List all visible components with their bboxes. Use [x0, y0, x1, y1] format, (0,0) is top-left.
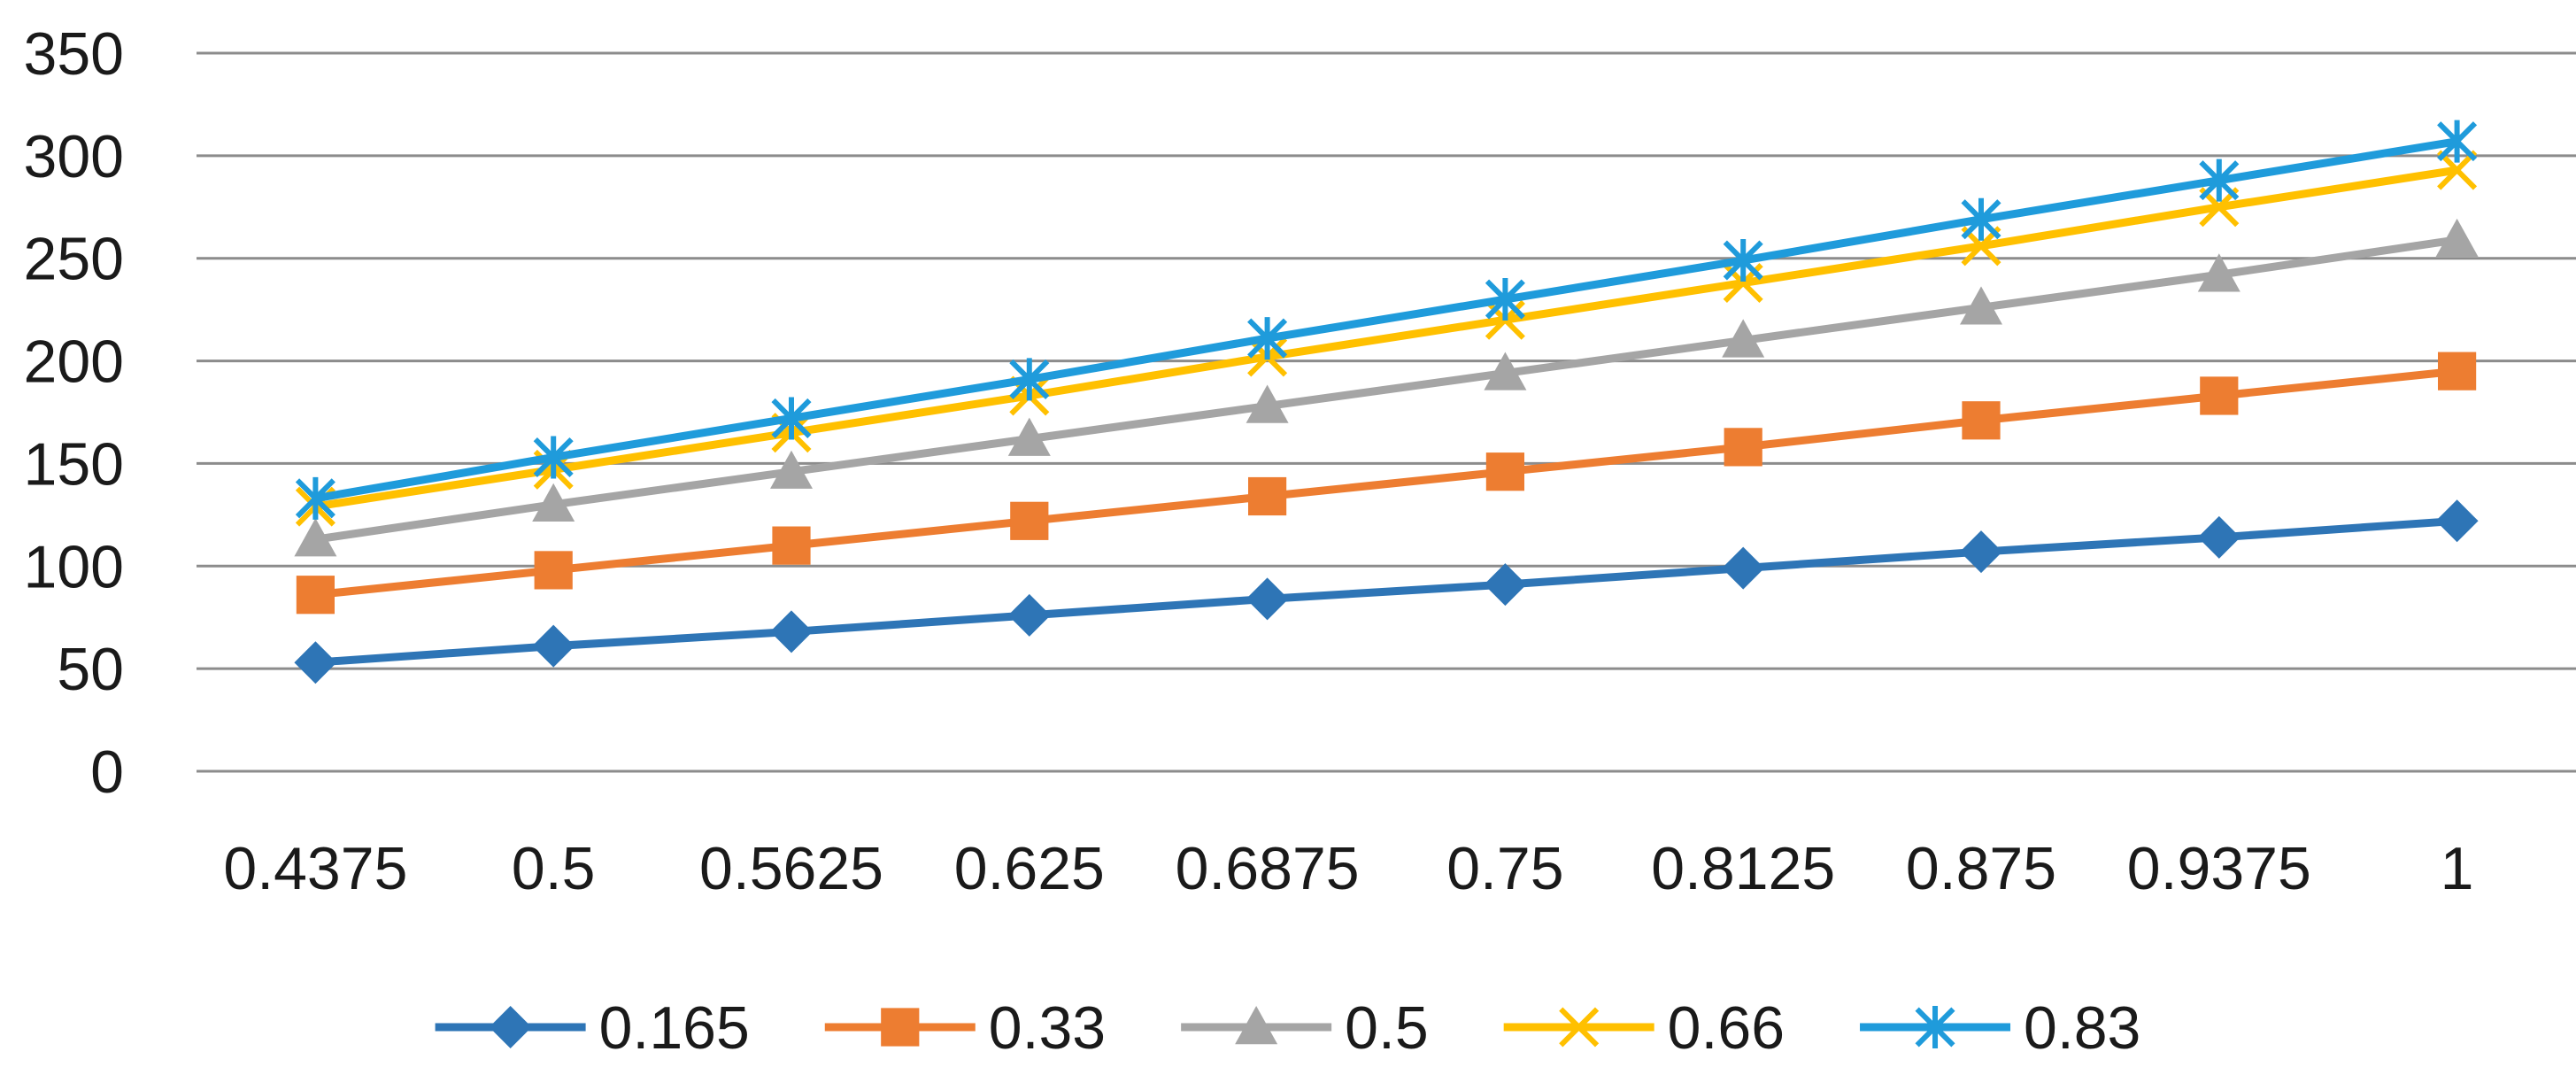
- data-point: [532, 483, 575, 522]
- data-point: [771, 397, 812, 440]
- series-line: [314, 137, 2458, 503]
- y-tick-label: 0: [90, 738, 124, 806]
- data-point: [1007, 593, 1051, 637]
- y-tick-label: 100: [24, 533, 124, 600]
- y-tick-label: 250: [24, 226, 124, 293]
- data-point: [1484, 563, 1527, 607]
- series-line: [314, 236, 2458, 544]
- data-point: [532, 624, 575, 668]
- legend-marker: [1235, 1006, 1278, 1045]
- data-point: [1248, 476, 1287, 516]
- legend-label: 0.83: [2024, 994, 2140, 1062]
- x-tick-label: 1: [2441, 835, 2474, 902]
- data-point: [294, 518, 337, 557]
- data-point: [1960, 530, 2002, 574]
- series-line: [314, 166, 2458, 511]
- series-0.165: [294, 499, 2479, 684]
- y-axis-ticks: 0 50 100 150 200 250 300 350: [24, 20, 124, 806]
- y-tick-label: 50: [57, 636, 124, 703]
- data-point: [1007, 417, 1051, 456]
- series-line: [314, 367, 2458, 599]
- x-tick-label: 0.625: [954, 835, 1105, 902]
- series-0.66: [295, 150, 2478, 527]
- data-point: [2199, 159, 2240, 202]
- data-point: [294, 641, 337, 684]
- series-0.83: [295, 120, 2478, 520]
- data-point: [2437, 120, 2478, 163]
- data-point: [1010, 501, 1049, 540]
- legend-label: 0.66: [1668, 994, 1785, 1062]
- legend-marker: [1559, 1007, 1600, 1048]
- data-point: [1485, 278, 1525, 321]
- data-point: [2438, 352, 2477, 390]
- series-line: [315, 516, 2457, 667]
- series-0.33: [296, 352, 2477, 615]
- legend-marker: [489, 1006, 532, 1048]
- data-point: [1960, 286, 2002, 325]
- legend-item: 0.5: [1181, 994, 1429, 1062]
- legend-item: 0.165: [435, 994, 750, 1062]
- x-tick-label: 0.8125: [1651, 835, 1835, 902]
- data-point: [1724, 428, 1762, 467]
- data-point: [1246, 577, 1289, 621]
- x-tick-label: 0.875: [1906, 835, 2056, 902]
- data-point: [1962, 401, 2001, 440]
- legend-item: 0.66: [1503, 994, 1785, 1062]
- x-tick-label: 0.4375: [223, 835, 407, 902]
- data-point: [1246, 384, 1289, 423]
- data-point: [2437, 150, 2478, 190]
- x-tick-label: 0.6875: [1176, 835, 1360, 902]
- y-tick-label: 350: [24, 20, 124, 88]
- data-point: [1484, 352, 1527, 390]
- y-tick-label: 300: [24, 123, 124, 190]
- data-point: [770, 450, 813, 489]
- data-point: [770, 610, 813, 653]
- y-tick-label: 200: [24, 329, 124, 396]
- x-tick-label: 0.5: [512, 835, 596, 902]
- series-0.5: [294, 218, 2479, 557]
- data-point: [2200, 376, 2239, 415]
- data-point: [1722, 546, 1765, 590]
- data-point: [2197, 515, 2241, 559]
- data-point: [772, 526, 811, 565]
- x-tick-label: 0.9375: [2127, 835, 2311, 902]
- data-point: [1009, 358, 1050, 401]
- legend-marker: [1915, 1006, 1955, 1048]
- legend-item: 0.33: [824, 994, 1106, 1062]
- y-tick-label: 150: [24, 430, 124, 498]
- legend-label: 0.5: [1345, 994, 1429, 1062]
- data-point: [2435, 499, 2479, 543]
- series-layer: [294, 120, 2479, 684]
- legend-label: 0.165: [599, 994, 750, 1062]
- data-point: [1722, 319, 1765, 358]
- data-point: [296, 576, 335, 615]
- data-point: [1485, 452, 1524, 491]
- data-point: [1247, 317, 1288, 360]
- x-tick-label: 0.75: [1446, 835, 1563, 902]
- data-point: [533, 436, 574, 479]
- x-axis-ticks: 0.4375 0.5 0.5625 0.625 0.6875 0.75 0.8125 0.87…: [223, 835, 2473, 902]
- legend-label: 0.33: [989, 994, 1106, 1062]
- legend-item: 0.83: [1860, 994, 2140, 1062]
- data-point: [2197, 253, 2241, 292]
- x-tick-label: 0.5625: [699, 835, 883, 902]
- legend-marker: [881, 1008, 920, 1047]
- data-point: [534, 551, 573, 590]
- legend: 0.165 0.33 0.5 0.66 0.83: [435, 994, 2140, 1062]
- data-point: [2435, 218, 2479, 258]
- data-point: [1723, 239, 1763, 282]
- data-point: [1961, 197, 2001, 241]
- data-point: [295, 476, 335, 520]
